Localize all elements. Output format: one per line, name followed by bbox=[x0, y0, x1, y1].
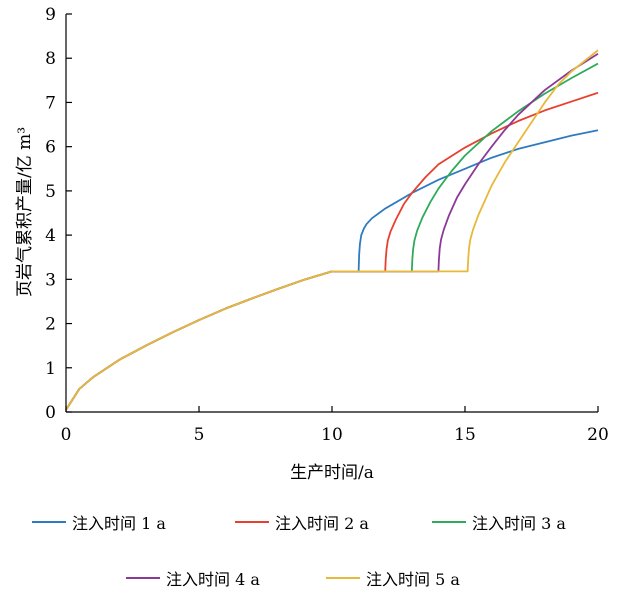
legend-label-2: 注入时间 2 a bbox=[275, 514, 369, 533]
x-axis-title: 生产时间/a bbox=[290, 463, 374, 483]
series-line-4 bbox=[65, 53, 599, 411]
y-axis-title: 页岩气累积产量/亿 m³ bbox=[15, 127, 35, 297]
y-tick-label: 3 bbox=[45, 270, 56, 290]
legend-swatch-5 bbox=[326, 577, 360, 579]
plot-lines bbox=[65, 49, 599, 411]
x-tick-label: 5 bbox=[194, 425, 205, 445]
legend: 注入时间 1 a 注入时间 2 a 注入时间 3 a 注入时间 4 a 注入时间… bbox=[0, 500, 617, 590]
chart: 0 5 10 15 20 0 1 2 3 4 5 6 7 8 9 生产时间/a 页岩气累积产量/亿 m³ bbox=[15, 5, 609, 483]
y-tick-label: 0 bbox=[45, 403, 56, 423]
legend-row-2: 注入时间 4 a 注入时间 5 a bbox=[0, 566, 617, 590]
legend-label-3: 注入时间 3 a bbox=[472, 514, 566, 533]
axes bbox=[65, 14, 598, 413]
series-line-1 bbox=[65, 129, 599, 411]
y-tick-label: 9 bbox=[45, 5, 56, 25]
legend-item-3: 注入时间 3 a bbox=[432, 510, 566, 534]
y-tick-label: 2 bbox=[45, 315, 56, 335]
x-tick-label: 10 bbox=[321, 425, 343, 445]
y-tick-label: 7 bbox=[45, 93, 56, 113]
legend-item-2: 注入时间 2 a bbox=[235, 510, 369, 534]
legend-label-4: 注入时间 4 a bbox=[166, 570, 260, 589]
legend-swatch-1 bbox=[32, 521, 66, 523]
legend-label-5: 注入时间 5 a bbox=[366, 570, 460, 589]
series-line-2 bbox=[65, 91, 599, 411]
y-tick-label: 1 bbox=[45, 359, 56, 379]
x-ticks: 0 5 10 15 20 bbox=[61, 406, 609, 445]
y-tick-label: 4 bbox=[45, 226, 56, 246]
legend-swatch-2 bbox=[235, 521, 269, 523]
series-line-5 bbox=[65, 49, 599, 411]
y-tick-label: 5 bbox=[45, 182, 56, 202]
legend-swatch-4 bbox=[126, 577, 160, 579]
x-tick-label: 15 bbox=[454, 425, 476, 445]
x-tick-label: 0 bbox=[61, 425, 72, 445]
legend-swatch-3 bbox=[432, 521, 466, 523]
x-tick-label: 20 bbox=[587, 425, 609, 445]
y-tick-label: 8 bbox=[45, 49, 56, 69]
y-tick-label: 6 bbox=[45, 138, 56, 158]
legend-item-1: 注入时间 1 a bbox=[32, 510, 166, 534]
legend-row-1: 注入时间 1 a 注入时间 2 a 注入时间 3 a bbox=[0, 510, 617, 534]
legend-label-1: 注入时间 1 a bbox=[72, 514, 166, 533]
y-ticks: 0 1 2 3 4 5 6 7 8 9 bbox=[45, 5, 72, 423]
legend-item-5: 注入时间 5 a bbox=[326, 566, 460, 590]
legend-item-4: 注入时间 4 a bbox=[126, 566, 260, 590]
